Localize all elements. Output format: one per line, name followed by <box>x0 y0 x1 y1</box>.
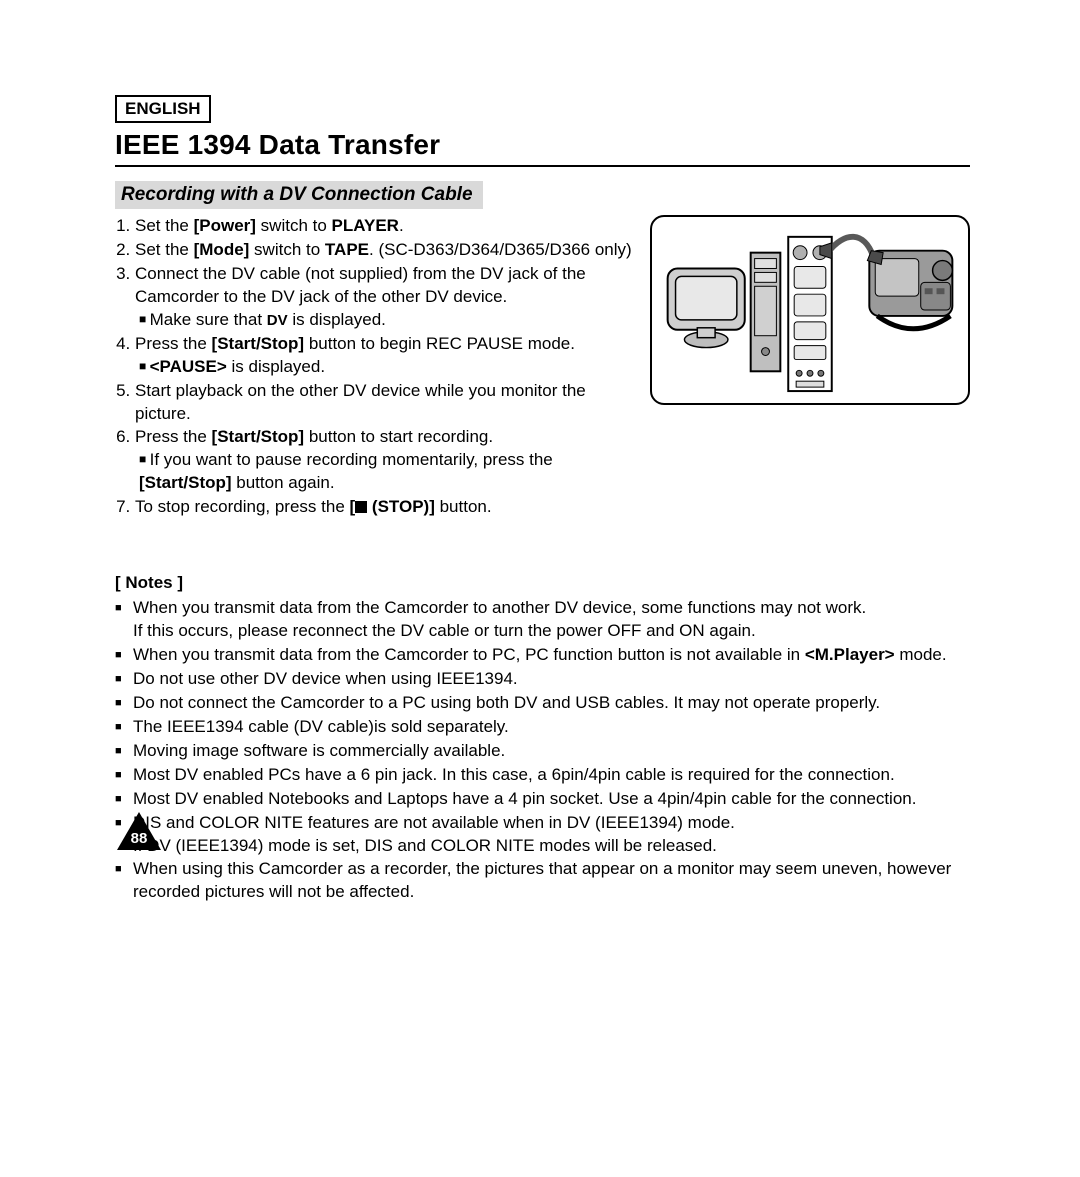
page-number-text: 88 <box>131 830 148 847</box>
step-7: To stop recording, press the [ (STOP)] b… <box>135 496 632 519</box>
bold-text: <PAUSE> <box>150 357 227 376</box>
text: Set the <box>135 216 194 235</box>
note-item: Most DV enabled Notebooks and Laptops ha… <box>115 788 970 811</box>
io-panel-icon <box>788 237 832 391</box>
section-subheading: Recording with a DV Connection Cable <box>115 181 483 209</box>
step-4: Press the [Start/Stop] button to begin R… <box>135 333 632 379</box>
note-item: When you transmit data from the Camcorde… <box>115 597 970 643</box>
monitor-icon <box>668 268 745 347</box>
bold-text: PLAYER <box>332 216 399 235</box>
title-rule <box>115 165 970 167</box>
text: If you want to pause recording momentari… <box>150 450 553 469</box>
steps-column: Set the [Power] switch to PLAYER. Set th… <box>115 215 632 520</box>
step-4-sub: <PAUSE> is displayed. <box>135 356 632 379</box>
page-title: IEEE 1394 Data Transfer <box>115 129 970 161</box>
note-item: When using this Camcorder as a recorder,… <box>115 858 970 904</box>
text: switch to <box>256 216 332 235</box>
connection-illustration <box>650 215 970 405</box>
text: To stop recording, press the <box>135 497 350 516</box>
page-number-marker: 88 <box>115 810 163 852</box>
note-item: Most DV enabled PCs have a 6 pin jack. I… <box>115 764 970 787</box>
step-6-sub-item: If you want to pause recording momentari… <box>139 449 632 495</box>
text: is displayed. <box>227 357 325 376</box>
step-6: Press the [Start/Stop] button to start r… <box>135 426 632 495</box>
page-number-icon: 88 <box>115 810 163 852</box>
bold-text: <M.Player> <box>805 645 895 664</box>
step-2: Set the [Mode] switch to TAPE. (SC-D363/… <box>135 239 632 262</box>
note-item: Do not connect the Camcorder to a PC usi… <box>115 692 970 715</box>
bold-text: TAPE <box>325 240 369 259</box>
text: . <box>399 216 404 235</box>
text: . (SC-D363/D364/D365/D366 only) <box>369 240 632 259</box>
notes-heading: [ Notes ] <box>115 572 970 595</box>
dv-icon: DV <box>267 312 288 329</box>
stop-icon <box>355 501 367 513</box>
dv-cable-icon <box>828 237 873 257</box>
text: button to start recording. <box>304 427 493 446</box>
text: Connect the DV cable (not supplied) from… <box>135 264 586 306</box>
note-item: Moving image software is commercially av… <box>115 740 970 763</box>
bold-text: (STOP)] <box>367 497 435 516</box>
language-badge: ENGLISH <box>115 95 211 123</box>
text: Press the <box>135 427 212 446</box>
pc-tower-icon <box>751 253 781 372</box>
text: button again. <box>232 473 335 492</box>
bold-text: [Start/Stop] <box>139 473 232 492</box>
content-columns: Set the [Power] switch to PLAYER. Set th… <box>115 215 970 520</box>
notes-list: When you transmit data from the Camcorde… <box>115 597 970 904</box>
notes-section: [ Notes ] When you transmit data from th… <box>115 572 970 904</box>
step-4-sub-item: <PAUSE> is displayed. <box>139 356 632 379</box>
manual-page: ENGLISH IEEE 1394 Data Transfer Recordin… <box>115 95 970 905</box>
note-item: DIS and COLOR NITE features are not avai… <box>115 812 970 858</box>
step-6-sub: If you want to pause recording momentari… <box>135 449 632 495</box>
bold-text: [Power] <box>194 216 256 235</box>
text: is displayed. <box>288 310 386 329</box>
note-item: When you transmit data from the Camcorde… <box>115 644 970 667</box>
bold-text: [Mode] <box>194 240 250 259</box>
text: Press the <box>135 334 212 353</box>
note-item: The IEEE1394 cable (DV cable)is sold sep… <box>115 716 970 739</box>
step-3-sub-item: Make sure that DV is displayed. <box>139 309 632 332</box>
bold-text: [Start/Stop] <box>212 427 305 446</box>
text: button to begin REC PAUSE mode. <box>304 334 575 353</box>
step-5: Start playback on the other DV device wh… <box>135 380 632 426</box>
text: button. <box>435 497 492 516</box>
note-item: Do not use other DV device when using IE… <box>115 668 970 691</box>
step-3-sub: Make sure that DV is displayed. <box>135 309 632 332</box>
illustration-svg <box>658 223 962 397</box>
bold-text: [Start/Stop] <box>212 334 305 353</box>
step-1: Set the [Power] switch to PLAYER. <box>135 215 632 238</box>
text: switch to <box>249 240 325 259</box>
text: Make sure that <box>150 310 267 329</box>
text: Set the <box>135 240 194 259</box>
step-3: Connect the DV cable (not supplied) from… <box>135 263 632 332</box>
steps-list: Set the [Power] switch to PLAYER. Set th… <box>115 215 632 519</box>
